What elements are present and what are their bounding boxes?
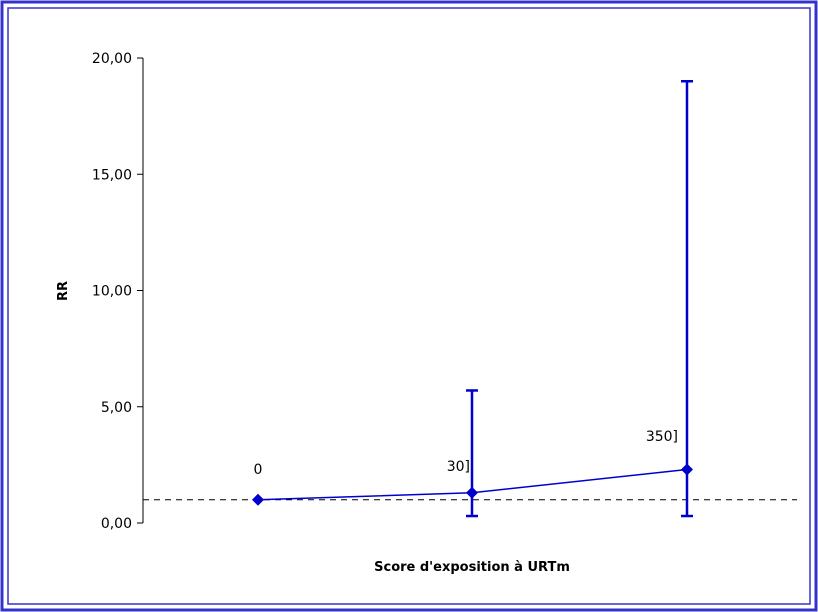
x-axis-title: Score d'exposition à URTm	[374, 560, 570, 575]
inner-border	[7, 7, 811, 605]
point-label: 0	[254, 462, 263, 478]
data-point	[252, 493, 264, 506]
y-axis-title: RR	[56, 281, 71, 301]
data-point	[466, 486, 478, 499]
point-label: 30]	[447, 459, 470, 475]
markers	[252, 463, 693, 506]
point-labels: 0 30] 350]	[254, 429, 678, 478]
y-tick-label: 0,00	[101, 516, 132, 532]
point-label: 350]	[646, 429, 678, 445]
error-bars	[466, 80, 693, 518]
y-tick-label: 20,00	[92, 51, 132, 67]
y-tick-label: 15,00	[92, 167, 132, 183]
y-ticks: 0,00 5,00 10,00 15,00 20,00	[92, 51, 143, 532]
y-tick-label: 5,00	[101, 400, 132, 416]
data-point	[681, 463, 693, 476]
y-tick-label: 10,00	[92, 284, 132, 300]
